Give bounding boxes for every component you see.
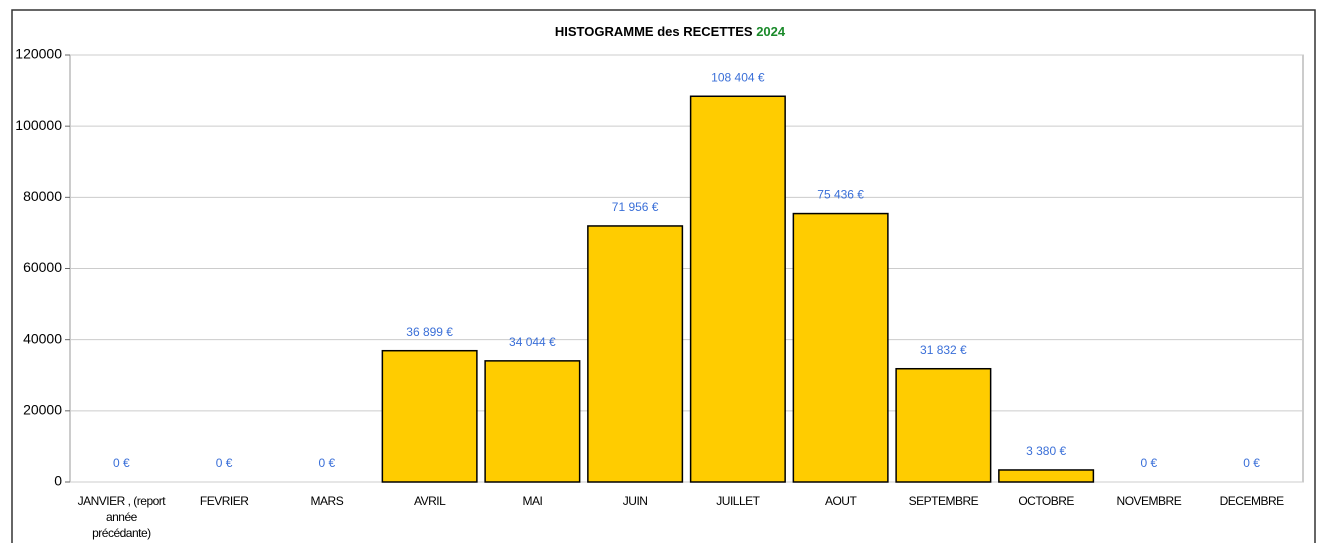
value-label: 75 436 € — [817, 188, 864, 202]
value-label: 71 956 € — [612, 200, 659, 214]
bar — [587, 225, 684, 483]
value-label: 34 044 € — [509, 335, 556, 349]
value-label: 36 899 € — [406, 325, 453, 339]
x-tick-label: AOUT — [824, 494, 857, 508]
x-tick-label: NOVEMBRE — [1116, 494, 1182, 508]
value-label: 3 380 € — [1026, 444, 1066, 458]
chart-title: HISTOGRAMME des RECETTES 2024 — [555, 24, 786, 39]
value-label: 108 404 € — [711, 70, 765, 84]
bar — [484, 360, 581, 483]
value-label: 0 € — [113, 456, 130, 470]
x-tick-label: FEVRIER — [199, 494, 249, 508]
y-tick-label: 80000 — [23, 188, 62, 204]
x-tick-label: MARS — [310, 494, 344, 508]
x-tick-label: MAI — [522, 494, 543, 508]
y-tick-label: 120000 — [15, 46, 62, 62]
value-label: 31 832 € — [920, 343, 967, 357]
x-tick-label: DECEMBRE — [1219, 494, 1285, 508]
y-tick-label: 20000 — [23, 402, 62, 418]
x-tick-label: JUIN — [622, 494, 648, 508]
y-tick-label: 40000 — [23, 330, 62, 346]
bar — [792, 212, 889, 483]
bar — [998, 469, 1095, 483]
bar — [689, 95, 786, 483]
x-tick-label: JANVIER , (report année précédante) — [77, 494, 166, 540]
x-tick-label: AVRIL — [413, 494, 446, 508]
value-label: 0 € — [1141, 456, 1158, 470]
bar — [895, 367, 992, 483]
title-text: HISTOGRAMME des RECETTES — [555, 24, 753, 39]
y-tick-label: 60000 — [23, 259, 62, 275]
value-label: 0 € — [216, 456, 233, 470]
value-label: 0 € — [1243, 456, 1260, 470]
y-tick-label: 100000 — [15, 117, 62, 133]
bar — [381, 349, 478, 483]
x-tick-label: JUILLET — [716, 494, 760, 508]
y-tick-label: 0 — [54, 473, 62, 489]
value-label: 0 € — [319, 456, 336, 470]
x-tick-label: OCTOBRE — [1018, 494, 1074, 508]
title-year: 2024 — [756, 24, 786, 39]
x-tick-label: SEPTEMBRE — [908, 494, 979, 508]
